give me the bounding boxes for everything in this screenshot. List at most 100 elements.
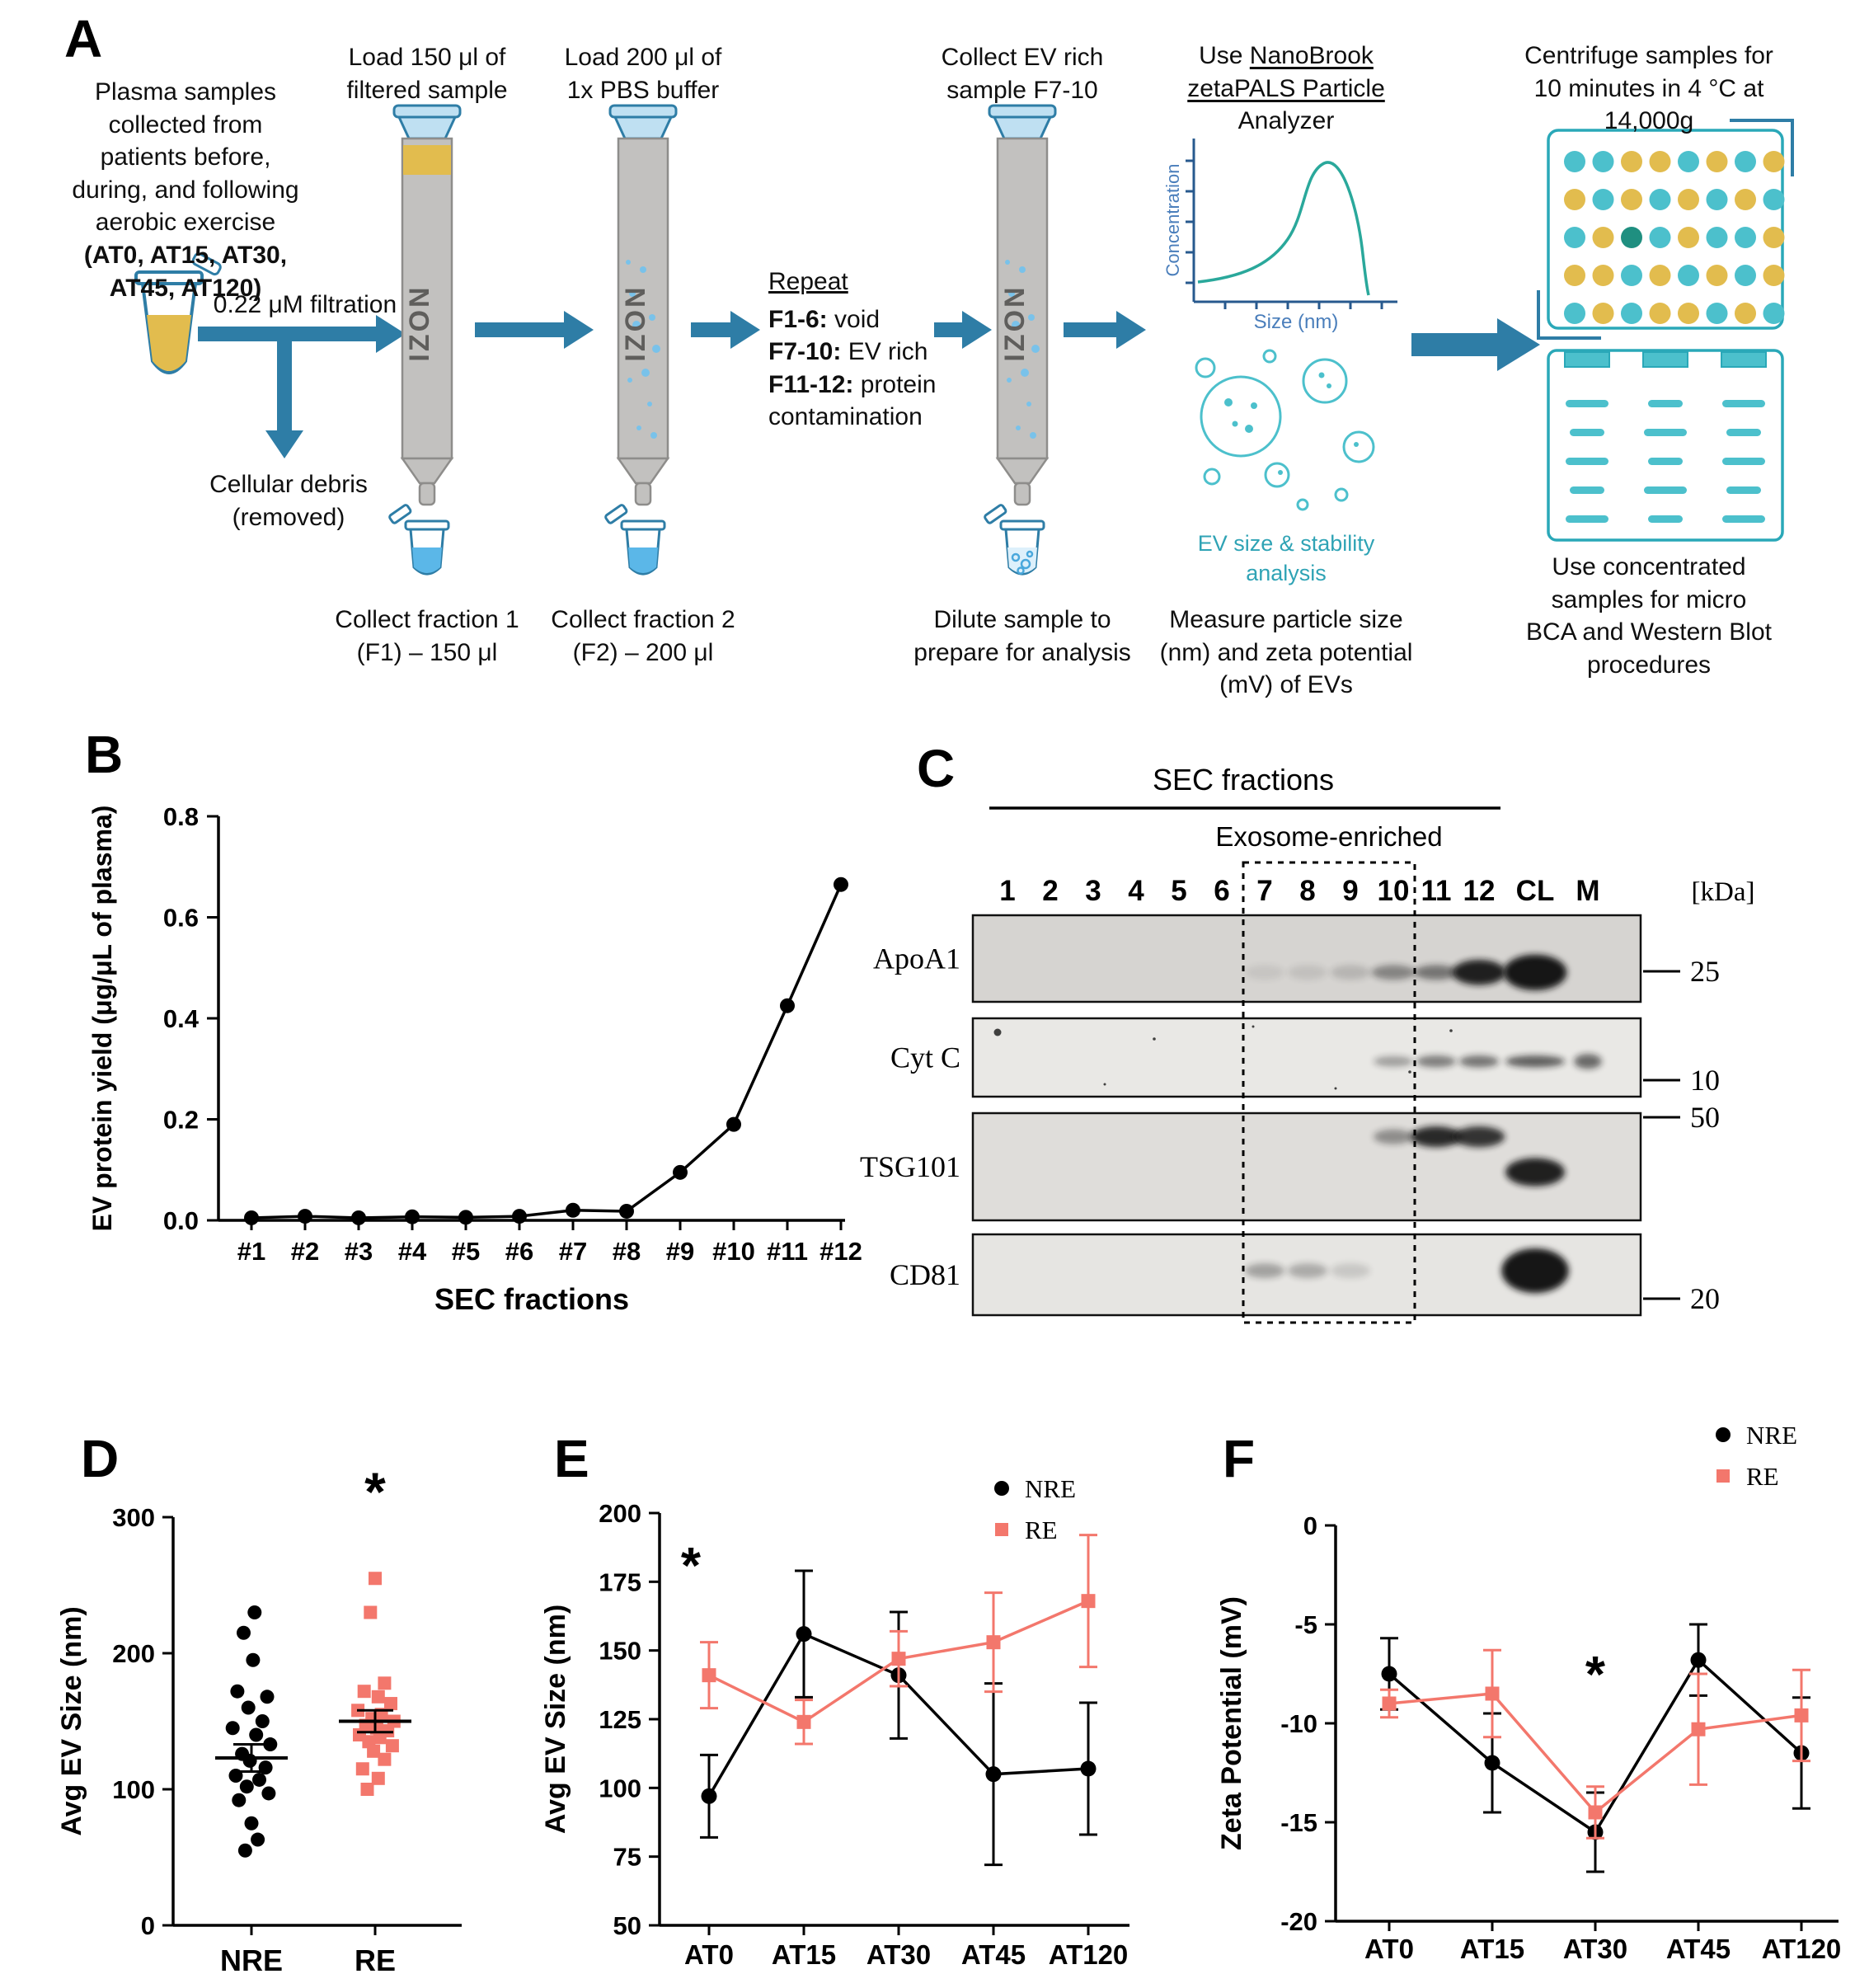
sec-column-icon: IZON — [988, 104, 1057, 506]
repeat-line-2-text: EV rich — [841, 338, 928, 366]
plate-well — [1564, 303, 1585, 324]
scatter-point — [242, 1753, 257, 1768]
x-tick-label: AT0 — [684, 1939, 734, 1970]
y-tick-label: 0.0 — [163, 1206, 199, 1235]
blot-band — [1416, 1055, 1456, 1068]
legend-label: RE — [1746, 1462, 1779, 1491]
data-point — [458, 1210, 473, 1225]
y-tick-label: 0 — [141, 1911, 155, 1940]
scatter-point — [364, 1605, 378, 1619]
data-point — [796, 1626, 812, 1643]
scatter-point — [263, 1737, 278, 1752]
repeat-line-3-text: protein contamination — [768, 370, 937, 431]
intro-bold: (AT0, AT15, AT30, AT45, AT120) — [83, 241, 288, 302]
blot-speckle — [1408, 1070, 1411, 1074]
analyzer-title-use: Use — [1199, 42, 1243, 69]
panel-label-f: F — [1223, 1429, 1256, 1488]
gel-band — [1566, 515, 1608, 523]
y-tick-label: 75 — [613, 1843, 641, 1872]
x-tick-label: #3 — [345, 1237, 373, 1266]
step1-top-caption: Load 150 μl of filtered sample — [346, 44, 508, 104]
y-tick-label: -15 — [1280, 1808, 1317, 1837]
data-point — [986, 1635, 1001, 1650]
data-point — [1794, 1708, 1809, 1722]
data-point — [985, 1766, 1002, 1783]
size-distribution-mini-chart: Concentration Size (nm) — [1162, 139, 1397, 333]
sec-column-icon: IZON — [392, 104, 462, 506]
lane-label: 11 — [1421, 875, 1452, 907]
x-tick-label: AT120 — [1762, 1934, 1842, 1964]
scatter-point — [244, 1816, 259, 1831]
protein-label: Cyt C — [890, 1041, 960, 1074]
chart-avg-ev-size-time: 50 75 100 125 150 175 200 AT0 AT15 AT30 AT45 AT120 N… — [540, 1474, 1129, 1970]
analyzer-title-nanobrook: NanoBrook — [1249, 42, 1374, 69]
y-tick-label: 300 — [112, 1503, 155, 1532]
x-tick-label: #2 — [291, 1237, 319, 1266]
blot-band — [1505, 1055, 1565, 1068]
data-point — [701, 1788, 717, 1804]
plate-well — [1592, 227, 1614, 248]
blot-band — [1503, 954, 1567, 990]
x-tick-label: #10 — [712, 1237, 755, 1266]
plate-well — [1592, 151, 1614, 172]
data-point — [1381, 1666, 1397, 1682]
x-tick-label: #9 — [666, 1237, 694, 1266]
scatter-point — [369, 1572, 382, 1586]
plate-well — [1621, 265, 1642, 286]
intro-text: Plasma samples collected from patients b… — [41, 76, 330, 304]
plate-well — [1735, 227, 1756, 248]
gel-band — [1726, 486, 1761, 494]
collection-tube-icon — [604, 504, 666, 576]
y-tick-label: 200 — [599, 1499, 641, 1528]
x-tick-label: NRE — [220, 1943, 283, 1977]
size-distribution-curve — [1197, 161, 1370, 296]
gel-band — [1726, 429, 1761, 436]
step3-top-caption: Collect EV rich sample F7-10 — [941, 44, 1104, 104]
legend-label: NRE — [1746, 1421, 1797, 1450]
repeat-line-3: F11-12: protein contamination — [768, 369, 974, 434]
sec-column-icon: IZON — [608, 104, 678, 506]
analyzer-bottom-caption: Measure particle size (nm) and zeta pote… — [1159, 606, 1413, 699]
protein-label: CD81 — [890, 1258, 960, 1291]
plate-well — [1592, 189, 1614, 210]
scatter-point — [371, 1690, 385, 1704]
plate-well — [1763, 189, 1785, 210]
plate-well — [1564, 189, 1585, 210]
flow-arrow-down — [265, 341, 303, 458]
legend-marker — [1716, 1469, 1730, 1483]
exosome-enriched-label: Exosome-enriched — [1215, 821, 1442, 852]
significance-star: * — [681, 1538, 702, 1595]
y-tick-label: 0.2 — [163, 1106, 199, 1135]
blot-band — [1374, 1129, 1413, 1144]
filtration-label: 0.22 μM filtration — [213, 291, 397, 318]
y-tick-label: 150 — [599, 1637, 641, 1666]
analyzer-title-zetapals: zetaPALS Particle — [1187, 74, 1385, 102]
blot-speckle — [1334, 1087, 1337, 1090]
blot-band — [1245, 1263, 1284, 1279]
data-point — [891, 1652, 906, 1666]
gel-band — [1648, 458, 1683, 465]
data-point — [726, 1116, 741, 1132]
lane-label: 6 — [1214, 875, 1229, 907]
y-tick-label: 50 — [613, 1911, 641, 1940]
protein-label: ApoA1 — [873, 942, 960, 975]
plate-well — [1649, 189, 1671, 210]
kda-marker: 50 — [1690, 1101, 1720, 1134]
centrifuge-caption: Centrifuge samples for 10 minutes in 4 °… — [1524, 42, 1773, 135]
plate-well — [1706, 265, 1728, 286]
legend-label: NRE — [1025, 1474, 1076, 1503]
kda-header: [kDa] — [1692, 877, 1755, 907]
data-point — [405, 1209, 420, 1224]
repeat-instructions: Repeat F1-6: void F7-10: EV rich F11-12:… — [768, 266, 974, 434]
repeat-line-2: F7-10: EV rich — [768, 336, 974, 369]
western-blot-gel-icon — [1547, 349, 1784, 542]
repeat-heading: Repeat — [768, 268, 848, 295]
gel-band — [1566, 458, 1608, 465]
x-tick-label: AT0 — [1364, 1934, 1414, 1964]
y-axis-title: EV protein yield (μg/μL of plasma) — [87, 806, 117, 1232]
lane-label: 10 — [1378, 875, 1410, 907]
flow-arrow — [934, 311, 992, 349]
protein-label: TSG101 — [860, 1150, 960, 1183]
blot-band — [1331, 1263, 1370, 1279]
